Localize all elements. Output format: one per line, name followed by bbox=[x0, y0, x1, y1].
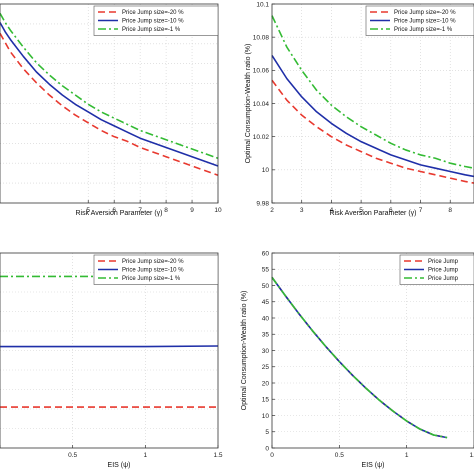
y-tick-label: 50 bbox=[262, 283, 270, 290]
legend-label-2: Price Jump size=-10 % bbox=[394, 19, 456, 25]
legend: Price Jump size=-20 % Price Jump size=-10… bbox=[365, 5, 474, 36]
x-tick-label: 5 bbox=[359, 207, 363, 214]
series-line-2 bbox=[0, 22, 219, 167]
axes-frame bbox=[0, 3, 219, 204]
y-tick-label: 60 bbox=[262, 250, 270, 257]
legend: Price Jump Price Jump Price Jump bbox=[399, 254, 474, 285]
x-tick-label: 1.5 bbox=[213, 452, 222, 459]
y-tick-label: 0 bbox=[265, 445, 269, 452]
legend-label-1: Price Jump size=-20 % bbox=[122, 259, 184, 265]
series-line-1 bbox=[271, 79, 474, 184]
legend-label-3: Price Jump bbox=[428, 276, 459, 282]
x-tick-label: 9 bbox=[190, 207, 194, 214]
legend: Price Jump size=-20 % Price Jump size=-10… bbox=[93, 5, 219, 36]
legend-label-1: Price Jump bbox=[428, 259, 459, 265]
y-tick-label: 10.08 bbox=[253, 34, 270, 41]
y-tick-label: 45 bbox=[262, 299, 270, 306]
y-tick-label: 10.04 bbox=[253, 101, 270, 108]
x-tick-label: 6 bbox=[389, 207, 393, 214]
y-tick-label: 10.02 bbox=[253, 134, 270, 141]
x-tick-label: 0.5 bbox=[335, 452, 344, 459]
x-tick-label: 7 bbox=[419, 207, 423, 214]
chart-panel-4: 0 0.5 1 1.5 0 5 10 15 20 25 30 35 40 45 50 55 60 EIS (ψ) O… bbox=[241, 250, 474, 469]
y-tick-label: 10.1 bbox=[256, 1, 269, 8]
axes-frame bbox=[0, 252, 219, 449]
legend: Price Jump size=-20 % Price Jump size=-10… bbox=[93, 254, 219, 285]
legend-label-3: Price Jump size=-1 % bbox=[122, 27, 181, 33]
y-tick-label: 9.98 bbox=[256, 200, 269, 207]
series-line-3 bbox=[271, 276, 448, 439]
chart-panel-2: 2 3 4 5 6 7 8 9.98 10 10.02 10.04 10.06 10.08 10.1 Ris… bbox=[245, 1, 474, 217]
chart-panel-1: 5 6 7 8 9 10 Risk Aversion Parameter (γ) Price … bbox=[0, 3, 222, 217]
y-axis-label: Optimal Consumption-Wealth ratio (%) bbox=[241, 291, 248, 411]
x-tick-label: 1.5 bbox=[469, 452, 474, 459]
legend-label-3: Price Jump size=-1 % bbox=[122, 276, 181, 282]
x-tick-label: 5 bbox=[86, 207, 90, 214]
x-tick-label: 4 bbox=[330, 207, 334, 214]
x-axis-label: Risk Aversion Parameter (γ) bbox=[329, 210, 416, 217]
x-tick-label: 10 bbox=[214, 207, 222, 214]
x-tick-label: 7 bbox=[138, 207, 142, 214]
y-tick-label: 10 bbox=[262, 413, 270, 420]
x-tick-label: 8 bbox=[448, 207, 452, 214]
y-tick-label: 30 bbox=[262, 348, 270, 355]
x-tick-label: 3 bbox=[300, 207, 304, 214]
series-line-3 bbox=[0, 12, 219, 160]
y-tick-label: 10 bbox=[262, 167, 270, 174]
series-line-3 bbox=[271, 15, 474, 169]
legend-label-2: Price Jump size=-10 % bbox=[122, 268, 184, 274]
y-tick-label: 10.06 bbox=[253, 68, 270, 75]
y-tick-label: 40 bbox=[262, 315, 270, 322]
legend-label-1: Price Jump size=-20 % bbox=[122, 10, 184, 16]
y-tick-label: 5 bbox=[265, 429, 269, 436]
legend-label-2: Price Jump size=-10 % bbox=[122, 19, 184, 25]
legend-label-3: Price Jump size=-1 % bbox=[394, 27, 453, 33]
x-axis-label: Risk Aversion Parameter (γ) bbox=[75, 210, 162, 217]
x-axis-label: EIS (ψ) bbox=[108, 462, 131, 469]
x-tick-label: 0 bbox=[270, 452, 274, 459]
x-axis-label: EIS (ψ) bbox=[362, 462, 385, 469]
y-tick-label: 20 bbox=[262, 380, 270, 387]
y-tick-label: 25 bbox=[262, 364, 270, 371]
y-tick-label: 35 bbox=[262, 332, 270, 339]
x-tick-label: 8 bbox=[164, 207, 168, 214]
x-tick-label: 1 bbox=[144, 452, 148, 459]
series-line-1 bbox=[0, 32, 219, 176]
y-axis-label: Optimal Consumption-Wealth ratio (%) bbox=[245, 44, 252, 164]
x-tick-label: 0.5 bbox=[68, 452, 77, 459]
legend-label-1: Price Jump size=-20 % bbox=[394, 10, 456, 16]
series-line-2 bbox=[271, 54, 474, 178]
x-tick-label: 6 bbox=[112, 207, 116, 214]
x-tick-label: 2 bbox=[270, 207, 274, 214]
y-tick-label: 55 bbox=[262, 267, 270, 274]
y-tick-label: 15 bbox=[262, 397, 270, 404]
legend-label-2: Price Jump bbox=[428, 268, 459, 274]
x-tick-label: 1 bbox=[405, 452, 409, 459]
series-line-2 bbox=[0, 345, 219, 348]
